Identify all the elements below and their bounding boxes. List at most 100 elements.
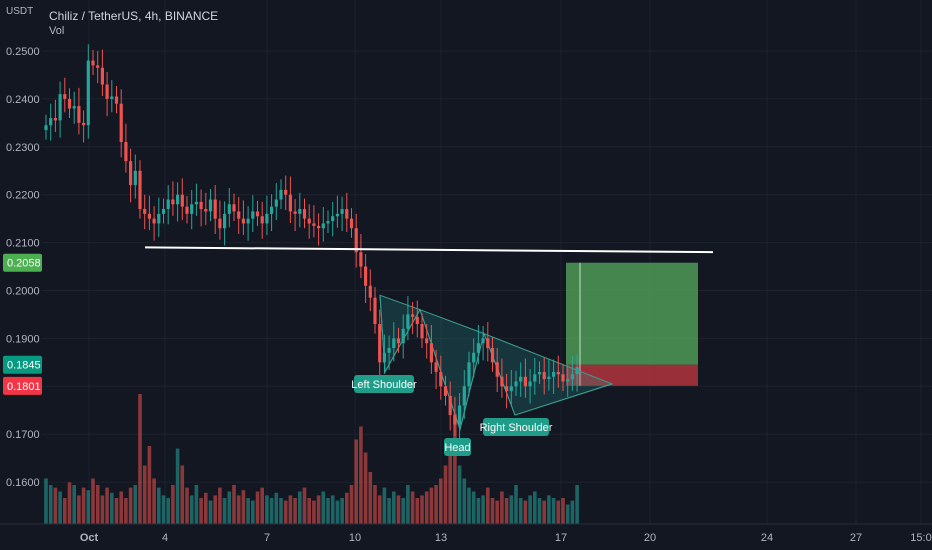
candle-body [288,194,292,212]
volume-bar [63,498,67,524]
volume-bar [218,487,222,524]
volume-bar [53,487,58,524]
volume-bar [152,478,156,524]
time-axis[interactable]: Oct 4 7 10 13 17 20 24 27 15:0 [0,523,932,544]
volume-bar [345,492,349,524]
grid [42,0,932,524]
pattern-label-box [354,375,414,393]
volume-bar [100,495,105,524]
candle-body [354,228,358,253]
volume-bar [556,500,561,524]
candle-body [368,285,372,298]
volume-bar [420,495,424,524]
candle-body [147,213,151,219]
candle-body [260,216,264,224]
volume-bar [424,491,429,524]
x-tick-label: 20 [644,532,656,544]
volume-bar [396,495,401,524]
volume-bar [194,485,199,524]
candle-body [312,223,316,226]
volume-bar [448,446,452,524]
candle-body [171,199,175,205]
volume-bar [533,491,537,524]
price-tag-label: 0.1801 [7,381,41,393]
volume-indicator-label[interactable]: Vol [49,25,65,37]
candle-body [453,415,457,425]
volume-bar [128,487,133,524]
volume-bar [147,446,152,524]
candle-body [49,118,53,126]
candle-body [307,218,311,224]
candle-body [335,213,339,217]
candle-body [476,343,480,353]
symbol-title[interactable]: Chiliz / TetherUS, 4h, BINANCE [49,9,219,23]
volume-bar [382,487,387,524]
candle-body [420,324,424,339]
volume-bar [570,500,575,524]
candle-body [213,199,217,219]
pattern-label-box [444,438,471,456]
candle-body [481,338,485,344]
candle-body [415,316,419,325]
volume-bar [95,485,100,524]
candle-body [340,209,344,214]
candle-body [472,352,476,363]
volume-bar [490,498,495,524]
volume-bar [86,490,91,524]
volume-bar [48,485,53,524]
volume-bar [232,485,236,524]
candle-body [161,209,166,214]
volume-bar [537,498,542,524]
candle-body [157,213,161,224]
candle-body [152,218,156,224]
candle-body [44,125,48,131]
volume-bar [171,485,175,524]
candle-body [133,170,137,186]
volume-bar [279,498,283,524]
volume-bar [114,498,119,524]
candle-body [67,98,72,109]
volume-bar [504,498,509,524]
candle-body [321,223,325,229]
candle-body [382,352,386,363]
candle-body [392,338,396,348]
volume-bar [241,490,246,524]
x-tick-label: 27 [850,532,862,544]
volume-bar [133,485,138,524]
pattern-label-box [483,418,549,436]
candle-body [378,324,382,363]
candle-body [110,96,114,99]
volume-bar [575,485,579,524]
y-tick-label: 0.2300 [6,142,40,154]
candle-body [232,204,236,212]
volume-bar [213,495,217,524]
candle-body [566,379,570,382]
candle-body [528,381,532,387]
head-shape [419,308,485,432]
candle-body [223,213,227,229]
volume-bar [204,492,208,524]
volume-bar [307,498,311,524]
candle-body [302,209,307,219]
y-tick-label: 0.1900 [6,333,40,345]
candle-body [251,211,255,219]
candlesticks [44,44,579,442]
candle-body [53,118,57,121]
volume-bar [486,487,490,524]
volume-bar [565,504,570,524]
volume-bar [199,498,203,524]
volume-bar [91,478,95,524]
volume-bar [387,498,391,524]
x-tick-label: 24 [761,532,773,544]
volume-bar [180,465,185,524]
volume-bar [222,498,227,524]
candle-body [500,376,504,387]
volume-bar [81,487,86,524]
volume-bar [373,485,377,524]
volume-bar [175,448,180,524]
volume-bar [110,492,114,524]
price-tags: 0.2058 0.1845 0.1801 [3,253,42,395]
volume-bar [542,500,546,524]
volume-bar [58,491,62,524]
